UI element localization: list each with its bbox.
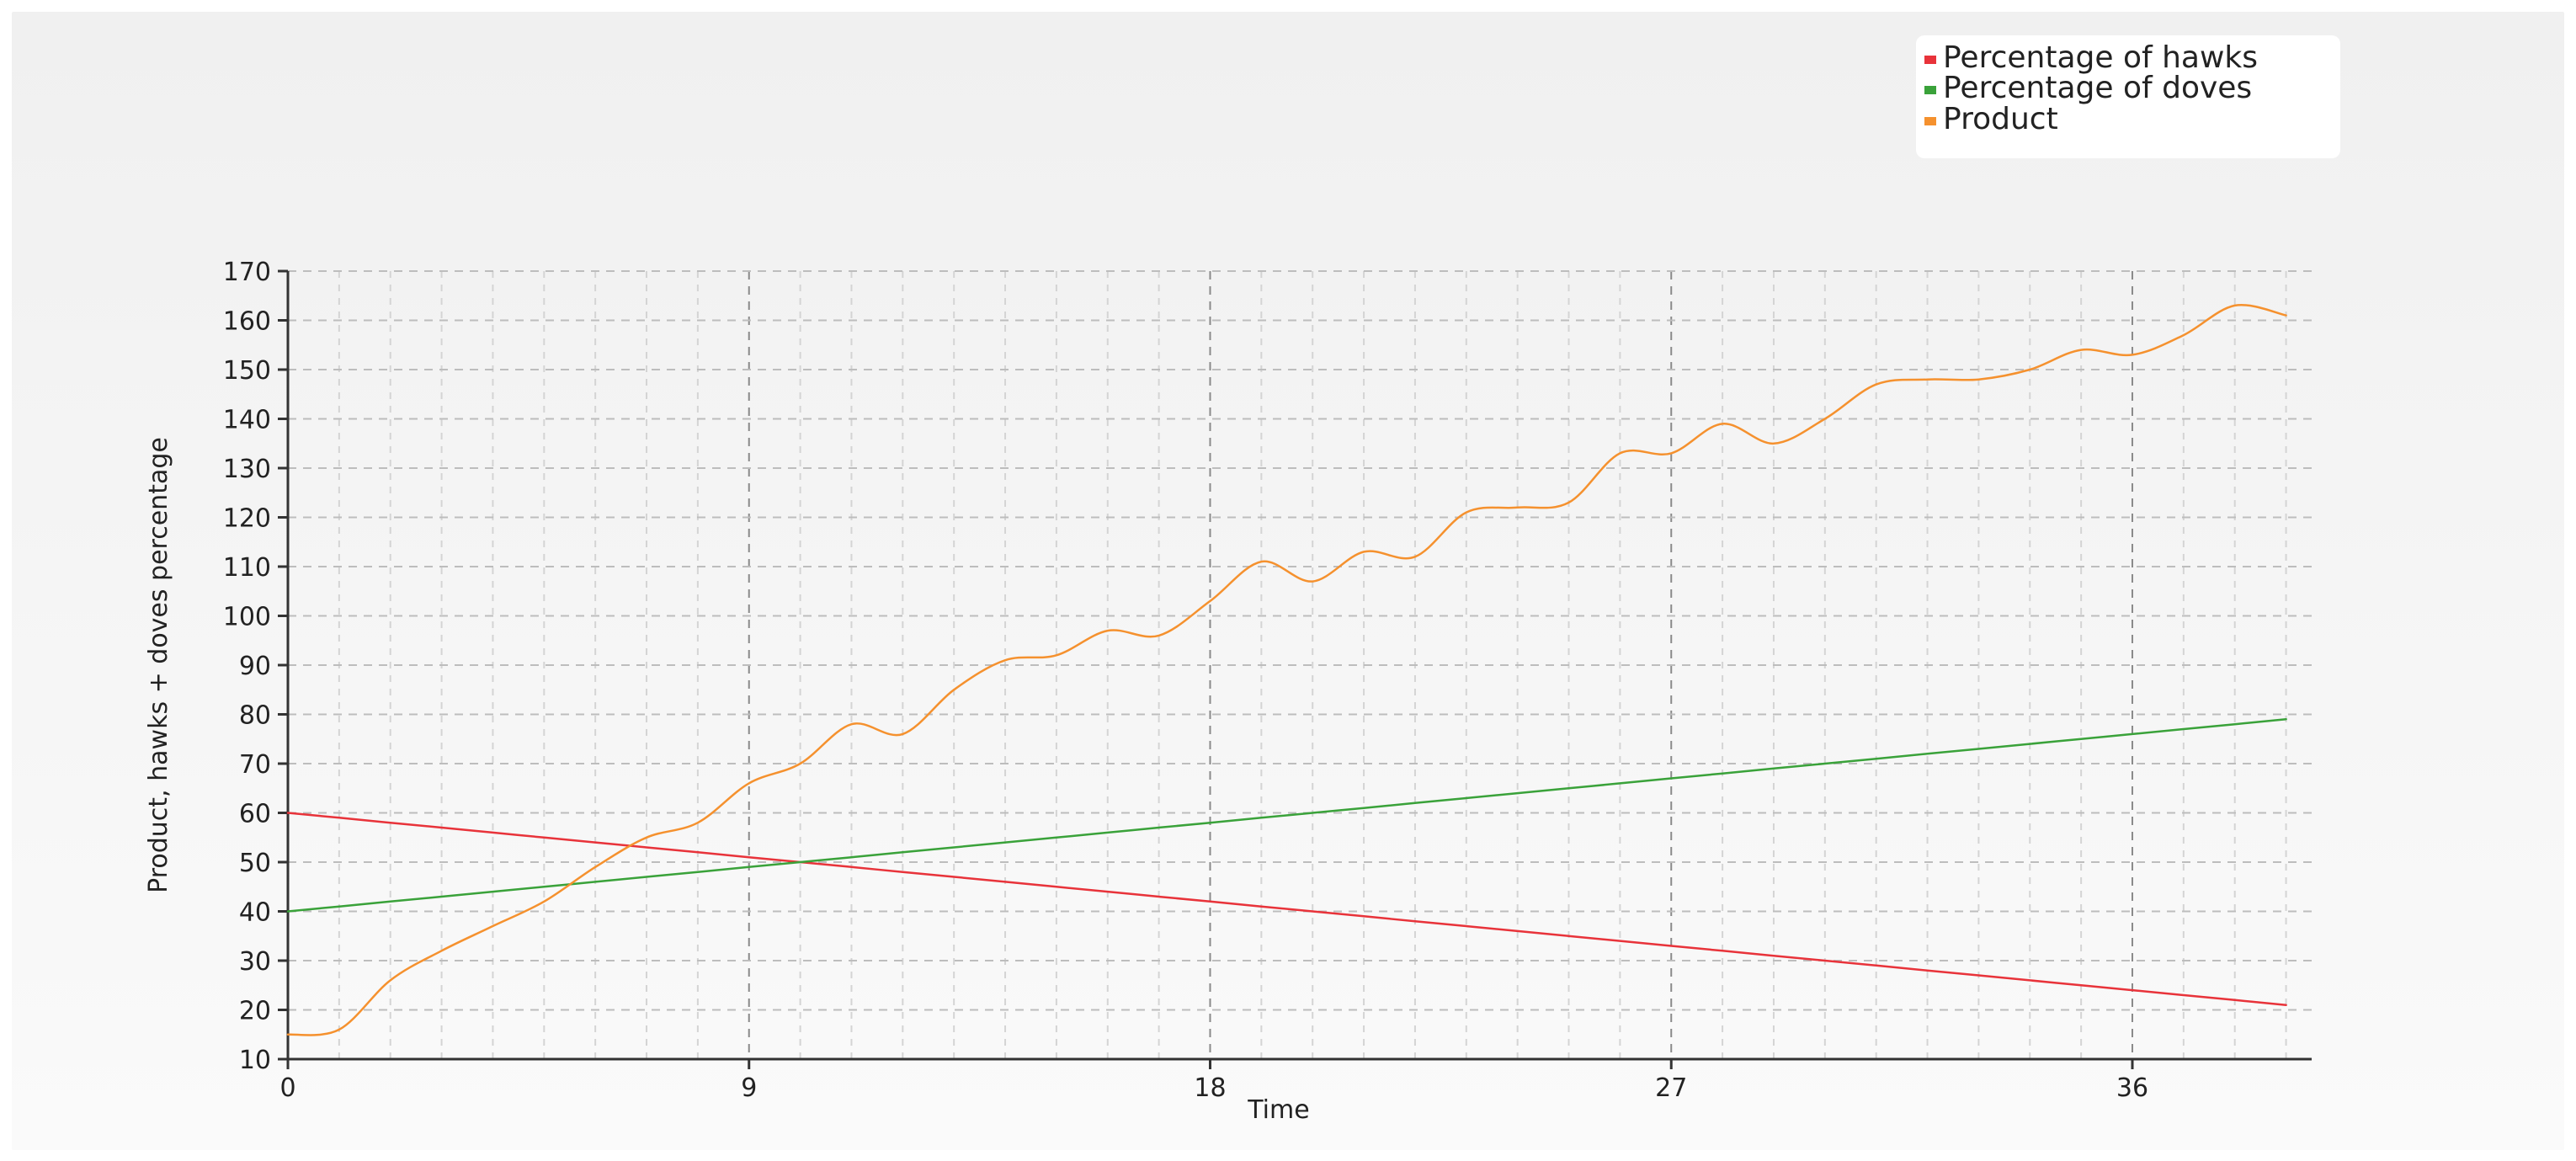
x-axis-title: Time: [1247, 1095, 1309, 1125]
x-tick-labels: 0 9 18 27 36: [279, 1073, 2148, 1103]
legend-label: Percentage of hawks: [1943, 40, 2258, 75]
axes: [278, 269, 2312, 1069]
legend-swatch: [1924, 117, 1936, 125]
series-line-product: [286, 303, 2287, 1036]
y-tick-label: 120: [223, 504, 271, 534]
y-axis-title: Product, hawks + doves percentage: [144, 437, 173, 893]
y-tick-label: 10: [239, 1046, 271, 1075]
y-tick-label: 80: [239, 701, 271, 731]
y-tick-label: 150: [223, 356, 271, 386]
legend-label: Percentage of doves: [1943, 71, 2252, 105]
y-tick-labels: 10 20 30 40 50 60 70 80 90 100 110 120 130 140 150 160 1…: [223, 258, 271, 1075]
legend-swatch: [1924, 56, 1936, 64]
x-tick-label: 36: [2116, 1073, 2148, 1103]
y-tick-label: 110: [223, 553, 271, 583]
series-line-percentage-of-doves: [286, 718, 2287, 913]
y-tick-label: 40: [239, 898, 271, 928]
y-tick-label: 50: [239, 849, 271, 878]
series-line-percentage-of-hawks: [286, 812, 2287, 1006]
legend-swatch: [1924, 86, 1936, 94]
y-tick-label: 130: [223, 455, 271, 484]
x-tick-label: 0: [279, 1073, 295, 1103]
y-tick-label: 100: [223, 603, 271, 632]
major-gridlines: [287, 270, 2312, 1059]
legend-label: Product: [1943, 102, 2058, 136]
x-tick-label: 18: [1194, 1073, 1226, 1103]
y-tick-label: 70: [239, 750, 271, 780]
y-tick-label: 140: [223, 406, 271, 435]
y-tick-label: 170: [223, 258, 271, 287]
series-lines: [286, 303, 2287, 1036]
minor-gridlines: [338, 271, 2287, 1059]
y-tick-label: 20: [239, 997, 271, 1026]
legend-box: [1916, 35, 2340, 158]
y-tick-label: 30: [239, 947, 271, 977]
x-tick-label: 27: [1655, 1073, 1687, 1103]
y-tick-label: 90: [239, 652, 271, 681]
x-tick-label: 9: [741, 1073, 757, 1103]
y-tick-label: 160: [223, 307, 271, 337]
y-tick-label: 60: [239, 800, 271, 829]
